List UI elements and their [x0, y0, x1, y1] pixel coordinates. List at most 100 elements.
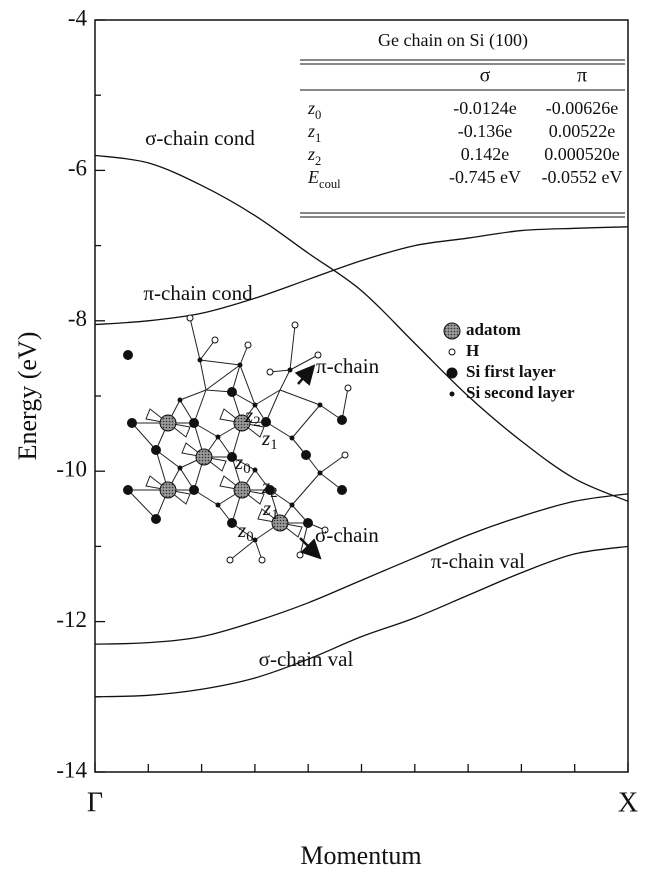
table-cell: 0.142e — [461, 144, 510, 164]
dangling-bond — [145, 475, 191, 505]
bond-label-symbol: z — [234, 450, 243, 474]
bond — [239, 364, 256, 406]
bond-label: z2 — [244, 403, 261, 431]
hydrogen — [296, 551, 304, 559]
si-first — [303, 518, 313, 528]
table-cell: -0.00626e — [546, 98, 618, 118]
bond-label-symbol: z — [244, 403, 253, 427]
band-label: π-chain val — [431, 549, 525, 573]
bond — [289, 324, 296, 371]
si-first — [261, 417, 271, 427]
bond — [254, 539, 263, 561]
bond-label-symbol: z — [237, 518, 246, 542]
dangling-bond — [181, 442, 227, 472]
legend-label: adatom — [466, 320, 521, 339]
dangling-bond — [219, 408, 265, 438]
bond-label-subscript: 2 — [253, 414, 260, 430]
si-first — [301, 450, 311, 460]
adatom — [159, 481, 177, 499]
band-label: σ-chain cond — [145, 126, 255, 150]
hydrogen — [321, 526, 329, 534]
legend-label: Si first layer — [466, 362, 556, 381]
adatom — [271, 514, 289, 532]
table-cell: -0.136e — [458, 121, 512, 141]
si-first — [227, 387, 237, 397]
bond-label: z0 — [237, 518, 254, 546]
bond-label-symbol: z — [261, 426, 270, 450]
si-second — [237, 362, 243, 368]
bond — [205, 364, 241, 391]
x-tick-label: Γ — [87, 787, 103, 818]
band-line — [94, 154, 629, 502]
adatom — [195, 448, 213, 466]
bond — [265, 421, 293, 439]
si-first — [189, 418, 199, 428]
bond — [229, 539, 256, 561]
table-row-label-symbol: E — [307, 167, 319, 187]
si-first — [151, 514, 161, 524]
arrow-label: σ-chain — [315, 523, 379, 547]
bond — [265, 389, 281, 423]
bond-label-subscript: 2 — [270, 485, 277, 501]
hydrogen — [226, 556, 234, 564]
table-column-header: π — [577, 65, 587, 87]
si-first — [227, 518, 237, 528]
legend-label: Si second layer — [466, 383, 575, 402]
bond — [189, 317, 201, 361]
table-row-label-symbol: z — [307, 121, 315, 141]
si-second — [177, 465, 183, 471]
si-first — [227, 452, 237, 462]
dangling-bond — [145, 408, 191, 438]
bond — [291, 404, 321, 439]
table-row-label: z0 — [307, 98, 321, 122]
si-second — [215, 434, 221, 440]
hydrogen — [244, 341, 252, 349]
y-tick-label: -14 — [56, 757, 87, 782]
bond — [179, 389, 207, 401]
hydrogen — [258, 556, 266, 564]
bond-label: z1 — [262, 496, 279, 524]
band-label: π-chain cond — [143, 281, 253, 305]
bond-label-subscript: 0 — [243, 461, 250, 477]
hydrogen — [291, 321, 299, 329]
bond — [199, 359, 241, 366]
si-second — [252, 537, 258, 543]
table-cell: -0.0552 eV — [542, 167, 623, 187]
bond-label: z0 — [234, 450, 251, 478]
chain-arrow — [299, 537, 322, 560]
si-second — [287, 367, 293, 373]
adatom — [233, 481, 251, 499]
table-cell: -0.745 eV — [449, 167, 521, 187]
legend-label: H — [466, 341, 479, 360]
table-row-label-subscript: coul — [319, 177, 341, 191]
si-first — [265, 485, 275, 495]
table-cell: 0.00522e — [549, 121, 616, 141]
dangling-bond — [257, 508, 303, 538]
si-first — [337, 415, 347, 425]
bond-label-subscript: 1 — [271, 507, 278, 523]
band-label: σ-chain val — [259, 647, 354, 671]
adatom — [159, 414, 177, 432]
hydrogen — [341, 451, 349, 459]
hydrogen — [186, 314, 194, 322]
si-first — [127, 418, 137, 428]
hydrogen — [211, 336, 219, 344]
si-first — [151, 445, 161, 455]
structure — [123, 314, 352, 564]
legend-si2 — [449, 391, 455, 397]
si-second — [317, 402, 323, 408]
si-second — [197, 357, 203, 363]
bond — [291, 472, 321, 506]
legend-h — [448, 348, 456, 356]
y-tick-label: -12 — [56, 607, 87, 632]
si-second — [177, 397, 183, 403]
dangling-bond — [219, 475, 265, 505]
si-first — [123, 350, 133, 360]
y-tick-label: -6 — [68, 156, 87, 181]
table-row-label-symbol: z — [307, 98, 315, 118]
table-row-label-subscript: 0 — [315, 108, 321, 122]
si-second — [215, 502, 221, 508]
bond — [319, 454, 346, 474]
bond — [193, 389, 207, 424]
